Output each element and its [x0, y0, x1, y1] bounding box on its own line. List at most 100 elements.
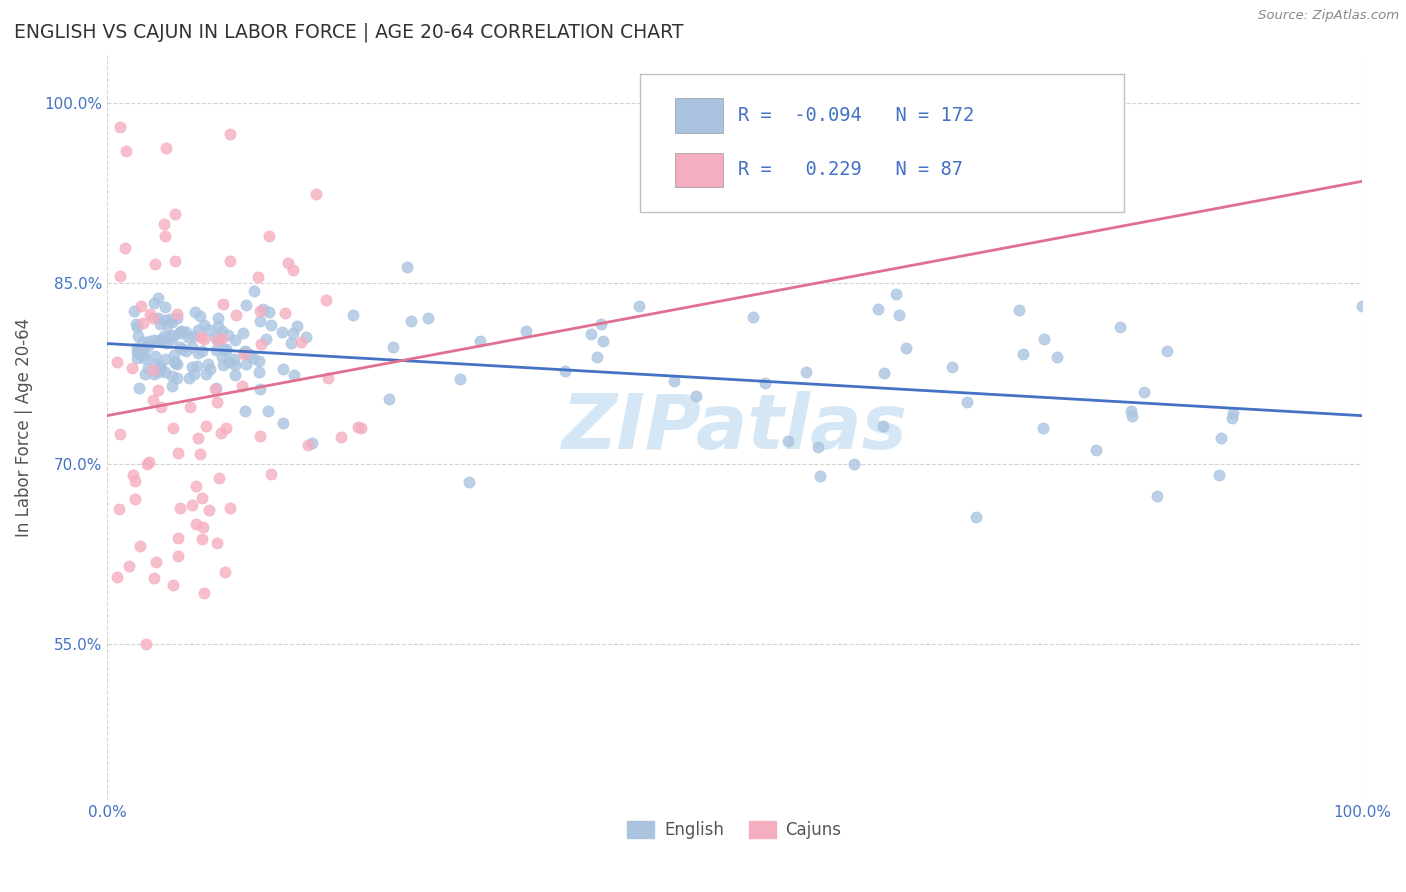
Point — [122, 467, 145, 482]
Point — [316, 371, 339, 385]
Point — [181, 498, 204, 512]
Point — [290, 334, 312, 349]
Point — [167, 531, 190, 545]
Point — [280, 335, 302, 350]
Point — [131, 316, 153, 330]
Text: ENGLISH VS CAJUN IN LABOR FORCE | AGE 20-64 CORRELATION CHART: ENGLISH VS CAJUN IN LABOR FORCE | AGE 20… — [14, 22, 683, 42]
Point — [592, 334, 614, 349]
Point — [581, 326, 603, 341]
Point — [166, 310, 188, 325]
Point — [167, 326, 190, 341]
Point — [108, 269, 131, 284]
Point — [1146, 489, 1168, 503]
Point — [191, 491, 214, 505]
Point — [170, 324, 193, 338]
Point — [160, 332, 183, 346]
Point — [515, 324, 537, 338]
Point — [108, 120, 131, 135]
Point — [211, 350, 233, 364]
Point — [108, 501, 131, 516]
Point — [776, 434, 799, 448]
Point — [156, 318, 179, 332]
Point — [250, 337, 273, 351]
Point — [252, 301, 274, 316]
Point — [193, 586, 215, 600]
Point — [281, 326, 304, 340]
Point — [219, 254, 242, 268]
Point — [179, 401, 201, 415]
Point — [149, 333, 172, 347]
Point — [215, 342, 238, 356]
Point — [163, 354, 186, 368]
Point — [146, 384, 169, 398]
Point — [184, 516, 207, 531]
Point — [224, 358, 246, 372]
Point — [187, 323, 209, 337]
Point — [127, 341, 149, 355]
Point — [160, 329, 183, 343]
Point — [200, 362, 222, 376]
Point — [142, 363, 165, 377]
Point — [224, 368, 246, 382]
Point — [134, 368, 156, 382]
Point — [205, 535, 228, 549]
Text: R =  -0.094   N = 172: R = -0.094 N = 172 — [738, 106, 974, 125]
Point — [1007, 302, 1029, 317]
Point — [231, 379, 253, 393]
Point — [214, 566, 236, 580]
Point — [1046, 350, 1069, 364]
Point — [143, 367, 166, 381]
Point — [381, 340, 404, 354]
Point — [193, 332, 215, 346]
Point — [136, 339, 159, 353]
Point — [174, 325, 197, 339]
Point — [233, 344, 256, 359]
Point — [138, 307, 160, 321]
Point — [186, 359, 208, 374]
Point — [128, 381, 150, 395]
Point — [277, 256, 299, 270]
Point — [1208, 468, 1230, 483]
Point — [184, 304, 207, 318]
Point — [399, 314, 422, 328]
Point — [132, 348, 155, 362]
Point — [124, 491, 146, 506]
Point — [149, 318, 172, 332]
Point — [160, 379, 183, 393]
Point — [169, 340, 191, 354]
Point — [589, 317, 612, 331]
Point — [143, 357, 166, 371]
Point — [844, 457, 866, 471]
Point — [142, 393, 165, 408]
Point — [222, 351, 245, 366]
Point — [166, 371, 188, 385]
Point — [211, 297, 233, 311]
Point — [128, 540, 150, 554]
Point — [163, 356, 186, 370]
Point — [188, 447, 211, 461]
Point — [260, 318, 283, 333]
Point — [191, 344, 214, 359]
Point — [198, 502, 221, 516]
Point — [685, 389, 707, 403]
Point — [176, 330, 198, 344]
Point — [150, 401, 173, 415]
Point — [271, 362, 294, 376]
Point — [155, 141, 177, 155]
Point — [254, 332, 277, 346]
Point — [233, 404, 256, 418]
Point — [181, 341, 204, 355]
Point — [259, 229, 281, 244]
Point — [217, 328, 239, 343]
Point — [233, 347, 256, 361]
Point — [160, 328, 183, 343]
Point — [209, 425, 232, 440]
Point — [378, 392, 401, 406]
Text: ZIPatlas: ZIPatlas — [561, 391, 907, 465]
Point — [187, 346, 209, 360]
Point — [232, 326, 254, 340]
Point — [271, 325, 294, 339]
Point — [872, 418, 894, 433]
Point — [808, 469, 831, 483]
Point — [180, 360, 202, 375]
